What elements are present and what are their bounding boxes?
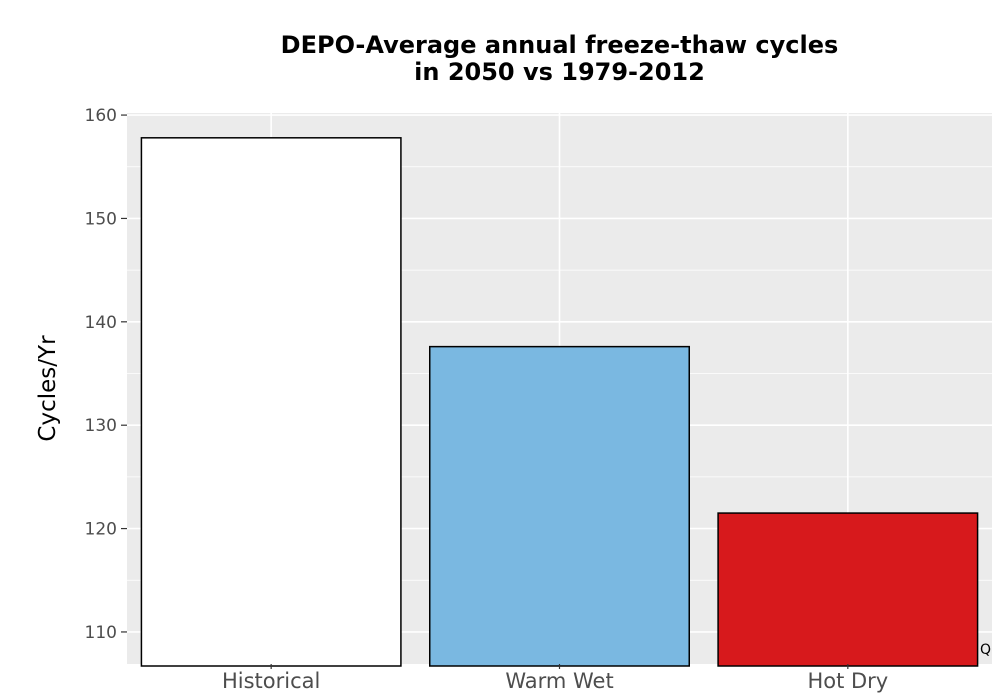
bar-hot-dry — [717, 512, 979, 667]
y-tick-label: 160 — [85, 106, 117, 126]
bar-historical — [140, 137, 402, 667]
y-tick-label: 130 — [85, 416, 117, 436]
chart-title-line-1: DEPO-Average annual freeze-thaw cycles — [280, 31, 839, 59]
y-tick-label: 150 — [85, 209, 117, 229]
x-tick-label: Hot Dry — [807, 669, 888, 693]
y-axis: 110 120 130 140 150 160 — [85, 106, 127, 643]
chart-title: DEPO-Average annual freeze-thaw cycles i… — [127, 32, 992, 86]
x-tick-label: Warm Wet — [505, 669, 613, 693]
x-axis: Historical Warm Wet Hot Dry — [222, 664, 888, 693]
y-tick-label: 120 — [85, 520, 117, 540]
y-axis-title: Cycles/Yr — [35, 335, 61, 442]
bar-warm-wet — [429, 345, 690, 667]
x-tick-label: Historical — [222, 669, 320, 693]
y-tick-label: 110 — [85, 623, 117, 643]
bars — [140, 137, 979, 667]
y-tick-label: 140 — [85, 313, 117, 333]
chart-title-line-2: in 2050 vs 1979-2012 — [414, 58, 705, 86]
corner-mark: Q — [980, 642, 991, 658]
